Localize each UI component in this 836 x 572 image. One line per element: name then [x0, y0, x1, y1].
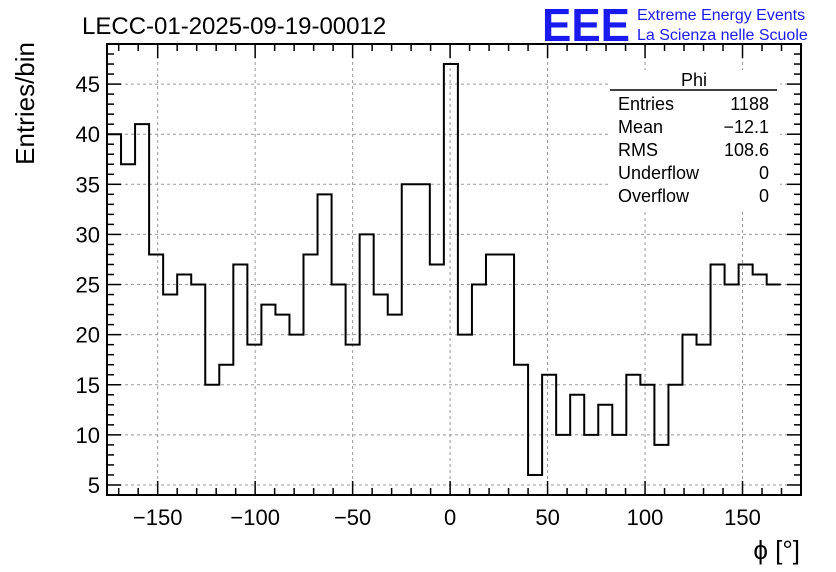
logo-line-2: La Scienza nelle Scuole — [637, 27, 808, 44]
y-axis-label: Entries/bin — [10, 42, 40, 165]
stats-box: Phi Entries 1188 Mean −12.1 RMS 108.6 Underflo… — [610, 70, 780, 210]
stats-label: Mean — [618, 117, 663, 137]
stats-value: 1188 — [730, 94, 769, 114]
y-tick-label: 15 — [76, 373, 100, 398]
x-tick-label: 100 — [627, 505, 664, 530]
y-tick-label: 30 — [76, 222, 100, 247]
x-tick-label: 150 — [724, 505, 761, 530]
x-axis-ticks: −150 −100 −50 0 50 100 150 — [117, 44, 802, 530]
x-axis-label: ϕ [°] — [753, 535, 800, 565]
stats-label: RMS — [618, 140, 658, 160]
stats-value: −12.1 — [723, 117, 769, 137]
y-tick-label: 25 — [76, 273, 100, 298]
y-tick-label: 5 — [88, 473, 100, 498]
stats-value: 0 — [759, 186, 769, 206]
eee-logo: EEE — [542, 0, 630, 51]
y-axis-ticks: 5 10 15 20 25 30 35 40 45 — [76, 53, 801, 498]
x-tick-label: −150 — [133, 505, 183, 530]
stats-value: 108.6 — [724, 140, 769, 160]
stats-value: 0 — [759, 163, 769, 183]
plot-frame — [106, 43, 802, 496]
y-tick-label: 35 — [76, 172, 100, 197]
stats-label: Overflow — [618, 186, 690, 206]
x-tick-label: −100 — [230, 505, 280, 530]
y-tick-label: 20 — [76, 323, 100, 348]
stats-label: Entries — [618, 94, 674, 114]
y-tick-label: 45 — [76, 72, 100, 97]
x-tick-label: 50 — [535, 505, 559, 530]
y-tick-label: 10 — [76, 423, 100, 448]
logo-line-1: Extreme Energy Events — [637, 7, 805, 24]
histogram-outline — [107, 63, 781, 476]
x-tick-label: −50 — [334, 505, 371, 530]
y-tick-label: 40 — [76, 122, 100, 147]
stats-title: Phi — [681, 70, 707, 90]
stats-label: Underflow — [618, 163, 700, 183]
x-tick-label: 0 — [444, 505, 456, 530]
chart-title: LECC-01-2025-09-19-00012 — [82, 13, 386, 40]
